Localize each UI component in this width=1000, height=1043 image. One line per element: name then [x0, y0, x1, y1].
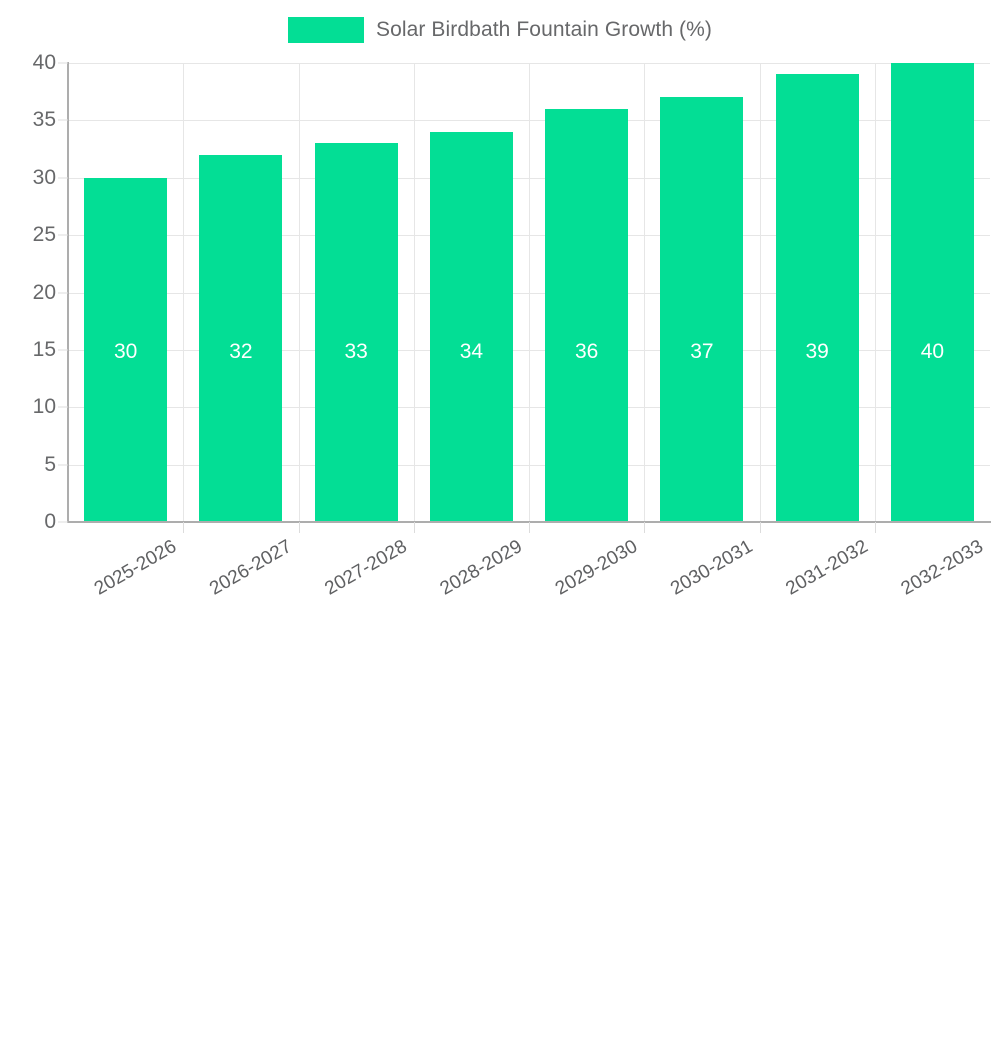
bar[interactable]: 33: [314, 143, 398, 522]
y-axis-tick-label: 25: [32, 223, 56, 247]
y-axis-tick-labels: 0 5 10 15 20 25 30 35 40: [0, 0, 68, 600]
y-axis-tick-mark: [58, 62, 68, 64]
x-axis-tick-mark: [529, 522, 530, 533]
plot-area: 30 32 33 34 36 37 39 40: [68, 63, 990, 523]
bar-value-label: 32: [229, 340, 253, 363]
bar[interactable]: 39: [775, 74, 859, 522]
x-axis-tick-label: 2032-2033: [897, 536, 987, 600]
gridline-vertical: [299, 63, 300, 522]
bar-value-label: 37: [690, 340, 714, 363]
bar[interactable]: 37: [660, 97, 744, 522]
gridline-vertical: [760, 63, 761, 522]
bar[interactable]: 34: [429, 131, 513, 522]
x-axis-tick-label: 2029-2030: [551, 536, 642, 600]
legend-color-swatch: [287, 17, 364, 43]
bar[interactable]: 32: [199, 154, 283, 522]
y-axis-tick-label: 15: [32, 337, 56, 361]
legend-item-label: Solar Birdbath Fountain Growth (%): [375, 18, 713, 41]
y-axis-tick-label: 5: [44, 452, 56, 476]
x-axis-tick-mark: [414, 522, 415, 533]
x-axis-tick-mark: [760, 522, 761, 533]
y-axis-tick-label: 40: [32, 51, 56, 74]
x-axis-tick-labels: 2025-2026 2026-2027 2027-2028 2028-2029 2029…: [0, 522, 1000, 600]
chart-legend[interactable]: Solar Birdbath Fountain Growth (%): [0, 14, 1000, 46]
bar-value-label: 40: [920, 340, 945, 363]
y-axis-tick-mark: [58, 406, 68, 408]
bar[interactable]: 36: [545, 108, 629, 522]
bar-chart: Solar Birdbath Fountain Growth (%) 30 32 3…: [0, 0, 1000, 600]
x-axis-tick-label: 2031-2032: [782, 536, 872, 600]
y-axis-tick-mark: [58, 234, 68, 236]
bar[interactable]: 40: [890, 63, 974, 522]
x-axis-tick-mark: [644, 522, 645, 533]
y-axis-tick-mark: [58, 464, 68, 466]
y-axis-tick-mark: [58, 119, 68, 121]
y-axis-tick-label: 10: [32, 395, 56, 419]
y-axis-tick-mark: [58, 177, 68, 179]
y-axis-spine: [67, 62, 69, 523]
y-axis-tick-label: 35: [32, 108, 56, 132]
gridline-vertical: [183, 63, 184, 522]
bar-value-label: 30: [113, 340, 138, 363]
y-axis-tick-mark: [58, 521, 68, 523]
y-axis-tick-label: 20: [32, 280, 56, 304]
y-axis-tick-label: 30: [32, 165, 56, 189]
y-axis-tick-mark: [58, 292, 68, 293]
gridline-vertical: [414, 63, 415, 522]
gridline-vertical: [529, 63, 530, 522]
bar[interactable]: 30: [84, 177, 168, 522]
bar-value-label: 36: [574, 340, 599, 363]
x-axis-tick-mark: [183, 522, 184, 533]
gridline-vertical: [875, 63, 876, 522]
y-axis-tick-label: 0: [44, 510, 56, 533]
bar-value-label: 33: [344, 340, 368, 363]
bar-value-label: 34: [459, 340, 484, 363]
bar-value-label: 39: [805, 340, 829, 363]
x-axis-tick-mark: [875, 522, 876, 533]
gridline-vertical: [644, 63, 645, 522]
x-axis-tick-mark: [299, 522, 300, 533]
y-axis-tick-mark: [58, 349, 68, 351]
